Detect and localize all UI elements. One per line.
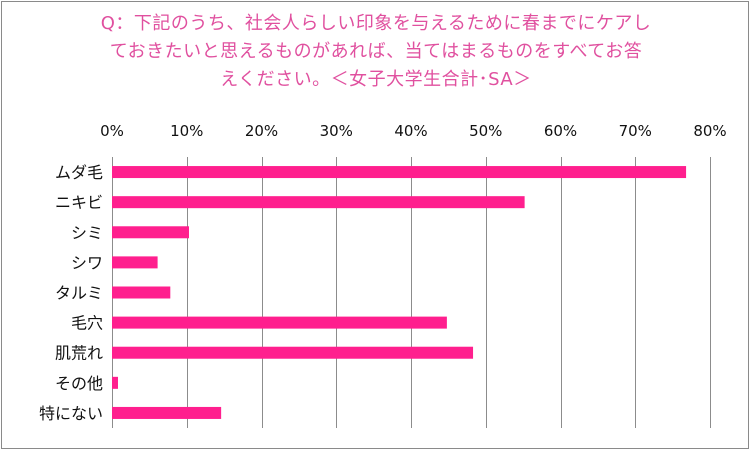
bar-9 xyxy=(112,406,222,419)
category-label: 肌荒れ xyxy=(55,344,103,363)
x-tick-label: 50% xyxy=(469,122,502,140)
bar-1 xyxy=(112,166,687,179)
category-label: シワ xyxy=(71,253,103,272)
bar-3 xyxy=(112,226,189,239)
x-tick-label: 80% xyxy=(693,122,726,140)
chart-title-line-1: Q：下記のうち、社会人らしい印象を与えるために春までにケアし xyxy=(100,13,652,34)
bar-5 xyxy=(112,286,171,299)
category-label: ムダ毛 xyxy=(55,163,103,182)
bar-2 xyxy=(112,196,525,209)
category-label: ニキビ xyxy=(55,193,103,212)
category-label: タルミ xyxy=(55,284,103,303)
x-tick-label: 60% xyxy=(544,122,577,140)
x-axis-ticks: 0% 10% 20% 30% 40% 50% 60% 70% 80% xyxy=(100,122,727,140)
chart-title: Q：下記のうち、社会人らしい印象を与えるために春までにケアし ておきたいと思える… xyxy=(40,10,712,94)
bar-8 xyxy=(112,376,118,389)
category-label: シミ xyxy=(71,223,103,242)
bar-7 xyxy=(112,346,474,359)
chart-title-line-2: ておきたいと思えるものがあれば、当てはまるものをすべてお答 xyxy=(109,41,643,62)
x-tick-label: 10% xyxy=(170,122,203,140)
x-tick-label: 0% xyxy=(100,122,124,140)
bars xyxy=(112,166,687,419)
bar-6 xyxy=(112,316,447,329)
x-tick-label: 70% xyxy=(619,122,652,140)
x-tick-label: 40% xyxy=(394,122,427,140)
chart-title-line-3: えください。＜女子大学生合計･SA＞ xyxy=(220,69,532,90)
x-tick-label: 20% xyxy=(245,122,278,140)
category-label: その他 xyxy=(55,374,103,393)
bar-4 xyxy=(112,256,158,269)
category-label: 特にない xyxy=(39,404,103,423)
category-label: 毛穴 xyxy=(71,314,103,333)
x-tick-label: 30% xyxy=(320,122,353,140)
